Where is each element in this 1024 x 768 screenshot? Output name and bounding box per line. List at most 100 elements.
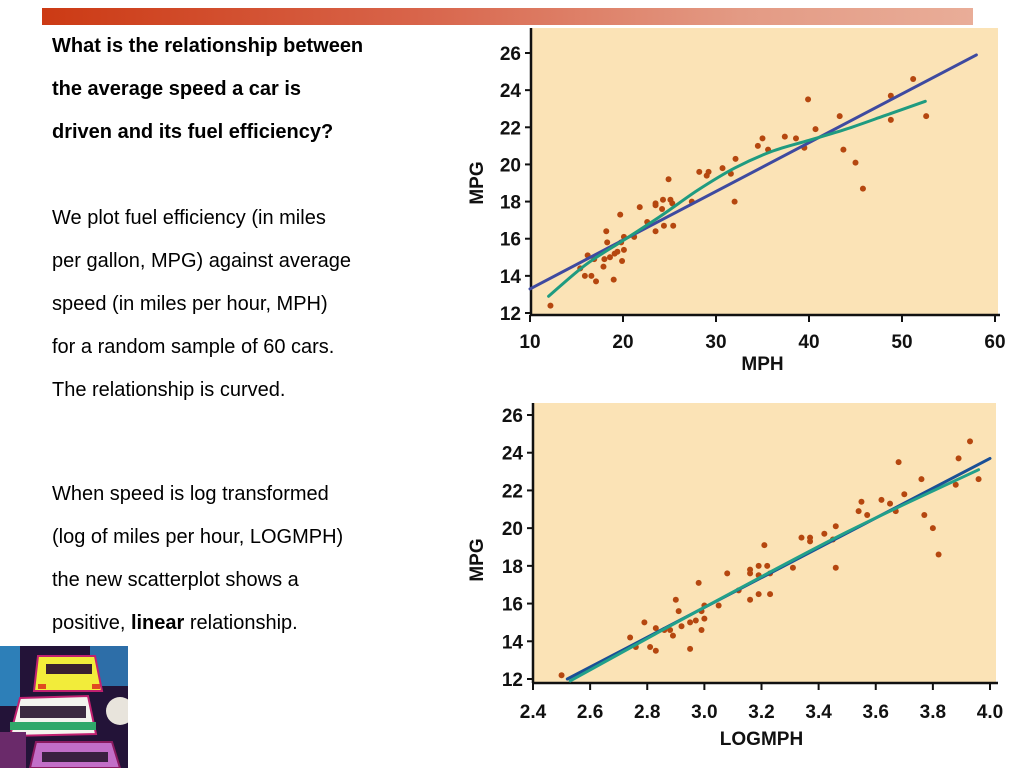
car-traffic-illustration (0, 646, 128, 768)
data-point (692, 617, 699, 624)
x-tick-label: 3.6 (863, 702, 889, 723)
data-point (832, 523, 839, 530)
data-point (652, 647, 659, 654)
data-point (747, 570, 754, 577)
plot-area (531, 28, 998, 315)
data-point (588, 272, 595, 279)
y-tick-label: 22 (500, 118, 521, 139)
x-axis-title: MPH (741, 354, 783, 375)
data-point (581, 272, 588, 279)
data-point (732, 155, 739, 162)
data-point (955, 455, 962, 462)
data-point (617, 211, 624, 218)
data-point (754, 142, 761, 149)
data-point (821, 530, 828, 537)
data-point (767, 591, 774, 598)
data-point (832, 564, 839, 571)
data-point (975, 476, 982, 483)
data-point (619, 258, 626, 264)
x-tick-label: 3.2 (748, 702, 774, 723)
x-tick-label: 2.4 (520, 702, 547, 723)
data-point (687, 645, 694, 652)
y-tick-label: 20 (502, 519, 523, 540)
y-tick-label: 16 (500, 230, 521, 251)
y-tick-label: 22 (502, 481, 523, 502)
x-tick-label: 20 (612, 332, 633, 353)
data-point (855, 508, 862, 515)
text-prefix: positive, (52, 612, 131, 634)
paragraph-line: per gallon, MPG) against average (52, 250, 352, 272)
data-point (901, 491, 908, 498)
data-point (812, 126, 819, 133)
x-tick-label: 30 (705, 332, 726, 353)
data-point (858, 498, 865, 505)
data-point (601, 256, 608, 263)
data-point (918, 476, 925, 483)
curve-fit-line (568, 468, 981, 683)
data-point (792, 135, 799, 142)
data-point (935, 551, 942, 558)
y-tick-label: 12 (500, 304, 521, 325)
data-point (603, 228, 610, 235)
data-point (669, 632, 676, 639)
y-axis-title: MPG (467, 161, 488, 204)
x-tick-label: 50 (891, 332, 912, 353)
data-point (852, 159, 859, 166)
y-tick-label: 26 (502, 406, 523, 427)
curve-fit-line (547, 99, 927, 298)
y-tick-label: 16 (502, 595, 523, 616)
paragraph-line: positive, linear relationship. (52, 602, 343, 645)
data-point (705, 168, 712, 175)
data-point (719, 165, 726, 172)
car-traffic-image (0, 646, 128, 768)
data-point (695, 579, 702, 586)
data-point (696, 168, 703, 175)
x-tick-label: 3.4 (805, 702, 832, 723)
data-point (669, 200, 676, 207)
question-heading: What is the relationship between the ave… (52, 25, 363, 154)
data-point (805, 96, 812, 103)
data-point (910, 76, 917, 82)
explanation-paragraph-2: When speed is log transformed (log of mi… (52, 473, 343, 645)
x-tick-label: 2.6 (577, 702, 603, 723)
y-tick-label: 24 (502, 444, 524, 465)
y-tick-label: 12 (502, 670, 523, 691)
data-point (952, 481, 959, 488)
data-point (764, 562, 771, 569)
data-point (929, 525, 936, 532)
paragraph-line: The relationship is curved. (52, 379, 286, 401)
data-point (627, 634, 634, 641)
data-point (558, 672, 565, 679)
x-axis-title: LOGMPH (720, 729, 803, 750)
y-tick-label: 26 (500, 44, 521, 65)
data-point (747, 596, 754, 603)
data-point (798, 534, 805, 541)
x-tick-label: 10 (519, 332, 540, 353)
data-point (724, 570, 731, 577)
data-point (652, 625, 659, 632)
data-point (652, 228, 659, 235)
data-point (731, 198, 738, 205)
data-point (878, 496, 885, 503)
data-point (755, 591, 762, 598)
y-tick-label: 18 (502, 557, 523, 578)
data-point (675, 608, 682, 615)
data-point (610, 276, 617, 283)
question-line: What is the relationship between (52, 35, 364, 57)
explanation-paragraph-1: We plot fuel efficiency (in miles per ga… (52, 197, 351, 412)
question-line: driven and its fuel efficiency? (52, 121, 334, 143)
data-point (923, 113, 930, 120)
data-point (761, 542, 768, 549)
x-tick-label: 40 (798, 332, 819, 353)
paragraph-line: We plot fuel efficiency (in miles (52, 207, 326, 229)
data-point (620, 246, 627, 253)
data-point (698, 626, 705, 633)
y-tick-label: 14 (500, 267, 522, 288)
paragraph-line: When speed is log transformed (52, 483, 329, 505)
data-point (636, 204, 643, 211)
data-point (672, 596, 679, 603)
data-point (759, 135, 766, 142)
data-point (600, 263, 607, 270)
x-tick-label: 4.0 (977, 702, 1003, 723)
